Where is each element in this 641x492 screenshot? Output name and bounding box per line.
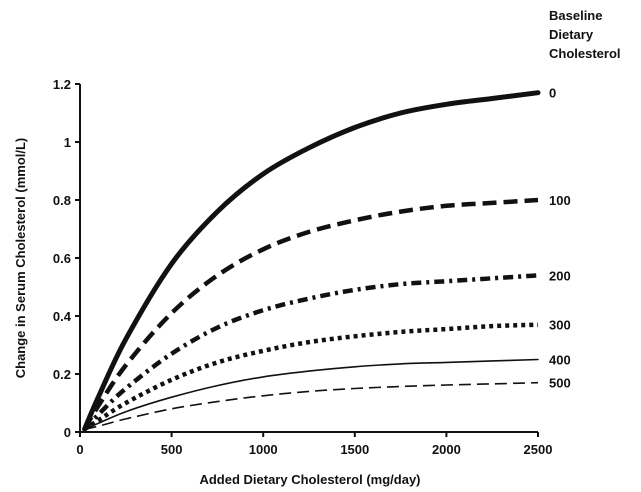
series-line-300 xyxy=(83,322,539,432)
x-tick-label: 0 xyxy=(76,442,83,457)
legend-title: Baseline Dietary Cholesterol xyxy=(549,8,621,61)
series-line-100 xyxy=(82,197,539,431)
series-label-500: 500 xyxy=(549,376,571,391)
series-label-100: 100 xyxy=(549,193,571,208)
y-tick-label: 0.4 xyxy=(53,309,72,324)
legend-title-line-1: Baseline xyxy=(549,8,602,23)
x-tick-label: 2000 xyxy=(432,442,461,457)
y-tick-label: 0.6 xyxy=(53,251,71,266)
x-axis-title: Added Dietary Cholesterol (mg/day) xyxy=(199,472,420,487)
y-tick-label: 1 xyxy=(64,135,71,150)
series-line-500 xyxy=(84,381,539,430)
x-tick-label: 1500 xyxy=(340,442,369,457)
y-tick-label: 0.8 xyxy=(53,193,71,208)
x-tick-label: 2500 xyxy=(524,442,553,457)
y-axis-title: Change in Serum Cholesterol (mmol/L) xyxy=(13,138,28,379)
y-tick-label: 1.2 xyxy=(53,77,71,92)
series-line-400 xyxy=(83,358,539,430)
series-label-400: 400 xyxy=(549,353,571,368)
x-tick-label: 500 xyxy=(161,442,183,457)
series-line-0 xyxy=(82,90,541,432)
series-label-300: 300 xyxy=(549,318,571,333)
series-line-200 xyxy=(82,273,539,431)
legend-title-line-2: Dietary xyxy=(549,27,594,42)
x-tick-label: 1000 xyxy=(249,442,278,457)
series-label-0: 0 xyxy=(549,86,556,101)
legend-title-line-3: Cholesterol xyxy=(549,46,621,61)
y-tick-label: 0.2 xyxy=(53,367,71,382)
series-label-200: 200 xyxy=(549,268,571,283)
y-tick-label: 0 xyxy=(64,425,71,440)
